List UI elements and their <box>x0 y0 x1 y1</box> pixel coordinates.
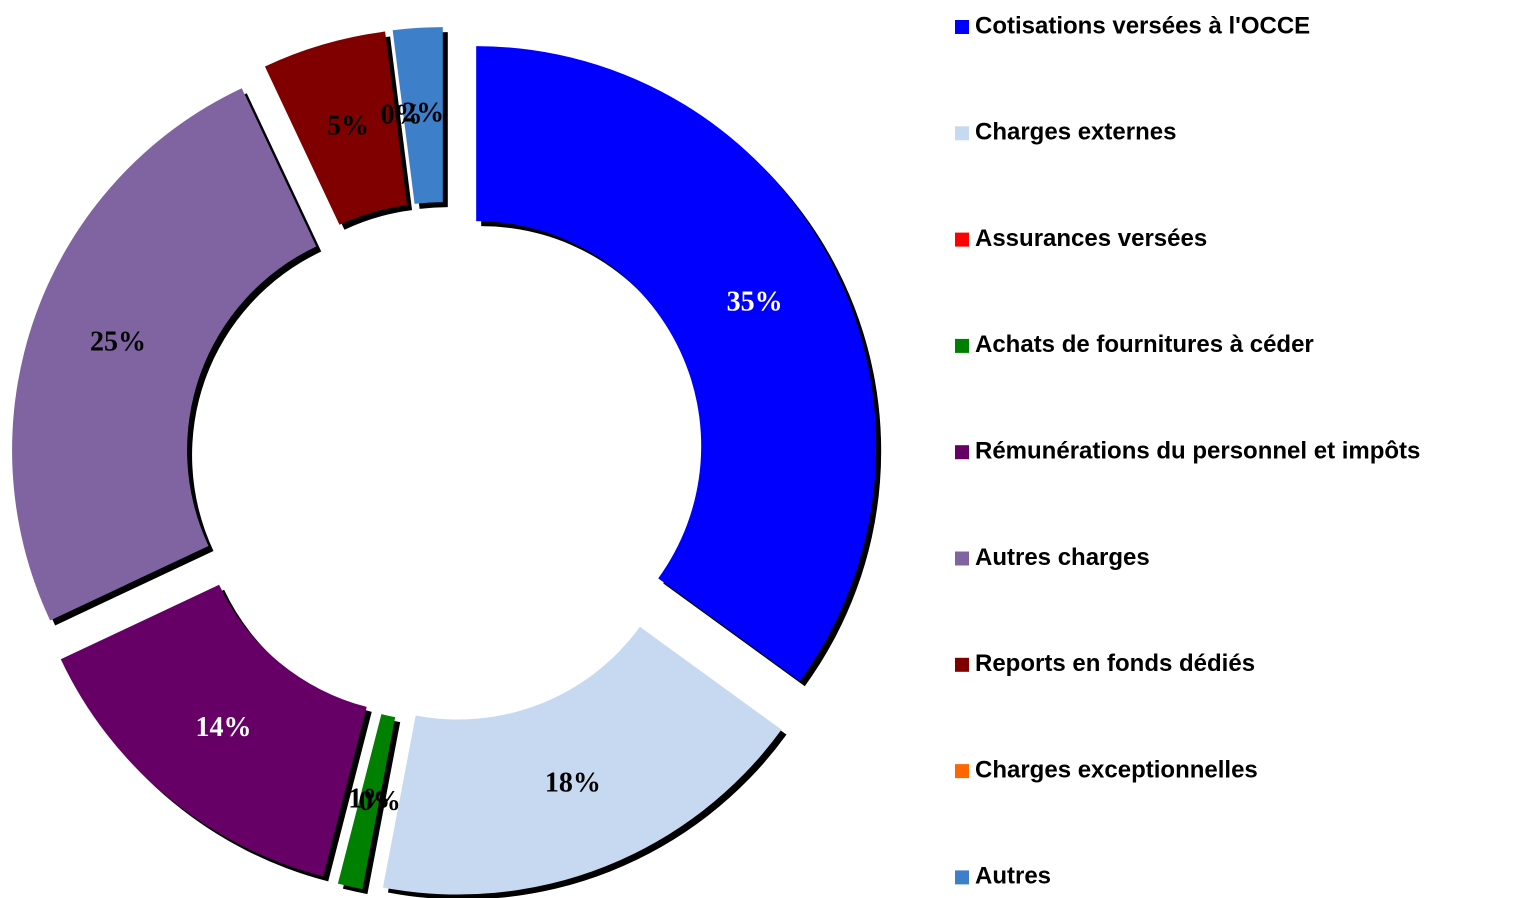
legend-label: Autres charges <box>975 544 1150 571</box>
data-label: 14% <box>195 712 251 743</box>
legend-label: Autres <box>975 863 1051 890</box>
data-label: 2% <box>402 98 444 129</box>
legend-swatch <box>955 657 969 672</box>
legend-swatch <box>955 338 969 353</box>
slice <box>60 584 367 877</box>
legend-label: Reports en fonds dédiés <box>975 650 1255 677</box>
slice <box>476 46 877 682</box>
legend-label: Assurances versées <box>975 225 1207 252</box>
legend-swatch <box>955 870 969 885</box>
legend-swatch <box>955 126 969 141</box>
legend-swatch <box>955 232 969 247</box>
slice <box>264 31 408 225</box>
legend-swatch <box>955 551 969 566</box>
legend-swatch <box>955 20 969 34</box>
slice <box>392 27 443 204</box>
data-label: 5% <box>327 111 369 142</box>
data-label: 25% <box>90 327 146 358</box>
data-label: 0% <box>359 786 401 817</box>
legend-swatch <box>955 445 969 460</box>
legend-swatch <box>955 764 969 779</box>
legend-label: Rémunérations du personnel et impôts <box>975 438 1420 465</box>
data-label: 18% <box>545 768 601 799</box>
legend-label: Charges exceptionnelles <box>975 756 1258 783</box>
data-label: 35% <box>727 287 783 318</box>
slice <box>337 714 396 890</box>
data-label: 0% <box>380 100 422 131</box>
legend-label: Achats de fournitures à céder <box>975 331 1314 358</box>
data-label: 1% <box>348 784 390 815</box>
slice <box>382 626 782 895</box>
legend-label: Charges externes <box>975 119 1176 146</box>
slice <box>12 88 317 621</box>
legend-label: Cotisations versées à l'OCCE <box>975 12 1310 39</box>
